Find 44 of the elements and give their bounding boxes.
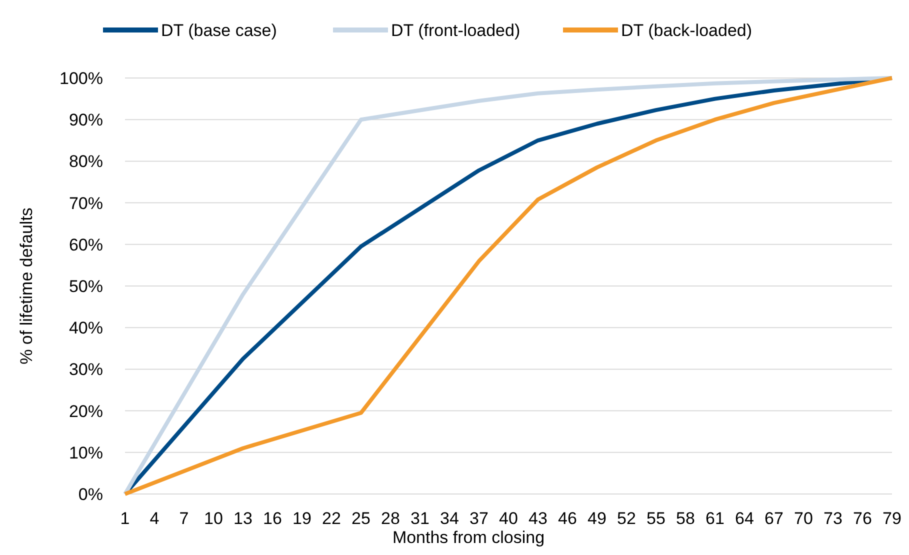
y-tick-label: 100% [60,68,103,88]
x-tick-label: 64 [735,509,754,528]
x-tick-label: 58 [676,509,695,528]
x-tick-label: 1 [120,509,130,528]
x-tick-label: 13 [234,509,252,528]
x-tick-label: 61 [706,509,724,528]
x-tick-label: 73 [824,509,842,528]
x-tick-label: 10 [204,509,223,528]
legend-label: DT (base case) [161,20,277,40]
x-tick-label: 22 [322,509,341,528]
x-tick-label: 34 [440,509,459,528]
x-tick-label: 55 [646,509,666,528]
x-tick-label: 79 [882,509,902,528]
y-tick-label: 20% [68,402,103,421]
y-tick-label: 50% [68,276,103,296]
y-tick-label: 40% [68,318,103,338]
y-axis-title: % of lifetime defaults [17,208,36,364]
x-tick-label: 37 [470,509,488,528]
x-tick-label: 43 [528,509,548,528]
y-tick-label: 0% [78,484,103,504]
x-tick-label: 70 [794,509,813,528]
legend-label: DT (front-loaded) [391,20,520,40]
y-tick-label: 80% [68,152,103,172]
x-tick-label: 4 [150,509,160,528]
x-tick-label: 49 [588,509,606,528]
x-axis-title: Months from closing [392,528,545,547]
x-tick-label: 46 [558,509,577,528]
y-tick-label: 70% [68,194,103,213]
y-tick-label: 30% [68,360,103,380]
line-series [123,76,894,496]
y-tick-label: 90% [68,110,103,130]
y-tick-label: 60% [68,235,103,254]
x-tick-label: 16 [263,509,282,528]
legend-label: DT (back-loaded) [621,20,752,40]
x-tick-label: 28 [381,509,400,528]
y-tick-label: 10% [68,443,103,462]
x-tick-label: 67 [764,509,784,528]
x-tick-label: 52 [617,509,636,528]
x-tick-label: 40 [499,509,518,528]
x-tick-label: 76 [853,509,872,528]
x-tick-label: 25 [352,509,370,528]
x-tick-label: 31 [410,509,430,528]
x-tick-label: 19 [292,509,312,528]
x-tick-label: 7 [179,509,189,528]
